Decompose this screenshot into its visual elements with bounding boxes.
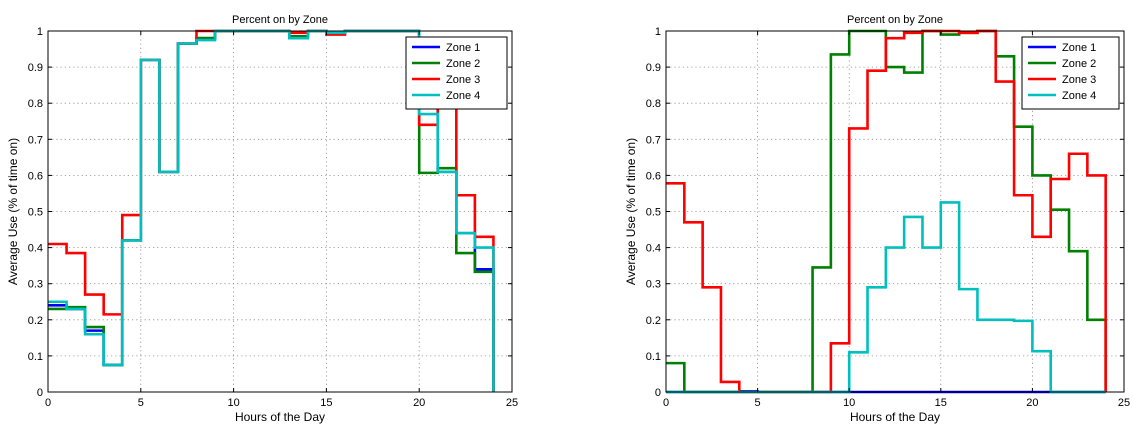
series-line-zone-4 bbox=[666, 201, 1106, 394]
x-tick-label: 0 bbox=[45, 397, 51, 409]
y-tick-label: 0.7 bbox=[646, 134, 661, 146]
legend-label-zone-4: Zone 4 bbox=[446, 90, 480, 102]
x-tick-label: 10 bbox=[227, 397, 239, 409]
x-tick-label: 5 bbox=[755, 397, 761, 409]
y-tick-label: 0.2 bbox=[28, 315, 43, 327]
x-tick-label: 15 bbox=[935, 397, 947, 409]
legend-label-zone-2: Zone 2 bbox=[446, 58, 480, 70]
y-tick-label: 0.9 bbox=[28, 62, 43, 74]
legend-label-zone-4: Zone 4 bbox=[1062, 90, 1096, 102]
x-tick-label: 20 bbox=[413, 397, 425, 409]
legend-label-zone-1: Zone 1 bbox=[1062, 42, 1096, 54]
y-tick-label: 0.7 bbox=[28, 134, 43, 146]
legend: Zone 1 Zone 2 Zone 3 Zone 4 bbox=[405, 36, 508, 110]
chart-title: Percent on by Zone bbox=[232, 14, 328, 26]
x-axis-label: Hours of the Day bbox=[850, 410, 940, 424]
y-tick-label: 0.1 bbox=[28, 351, 43, 363]
x-tick-label: 5 bbox=[138, 397, 144, 409]
y-tick-label: 0.9 bbox=[646, 62, 661, 74]
y-tick-label: 0.6 bbox=[28, 170, 43, 182]
y-tick-label: 0.8 bbox=[28, 98, 43, 110]
chart-title: Percent on by Zone bbox=[847, 14, 943, 26]
x-tick-label: 10 bbox=[843, 397, 855, 409]
legend-label-zone-3: Zone 3 bbox=[1062, 74, 1096, 86]
y-axis-label: Average Use (% of time on) bbox=[624, 138, 638, 285]
x-tick-label: 25 bbox=[1118, 397, 1130, 409]
series-line-zone-3 bbox=[666, 29, 1107, 394]
y-tick-label: 0.3 bbox=[646, 279, 661, 291]
y-tick-label: 0.2 bbox=[646, 315, 661, 327]
legend-label-zone-2: Zone 2 bbox=[1062, 58, 1096, 70]
x-tick-label: 20 bbox=[1026, 397, 1038, 409]
y-tick-label: 0.4 bbox=[28, 243, 43, 255]
y-tick-label: 1 bbox=[37, 26, 43, 38]
legend-box bbox=[405, 36, 508, 110]
legend-label-zone-3: Zone 3 bbox=[446, 74, 480, 86]
y-tick-label: 0.5 bbox=[646, 207, 661, 219]
y-tick-label: 0 bbox=[655, 387, 661, 399]
y-tick-label: 0 bbox=[37, 387, 43, 399]
y-axis-label: Average Use (% of time on) bbox=[6, 138, 20, 285]
y-tick-label: 0.6 bbox=[646, 170, 661, 182]
x-axis-label: Hours of the Day bbox=[235, 410, 325, 424]
legend-label-zone-1: Zone 1 bbox=[446, 42, 480, 54]
legend-box bbox=[1021, 36, 1120, 110]
y-tick-label: 1 bbox=[655, 26, 661, 38]
y-tick-label: 0.1 bbox=[646, 351, 661, 363]
y-tick-label: 0.5 bbox=[28, 207, 43, 219]
x-tick-label: 25 bbox=[506, 397, 518, 409]
chart-left: 0 5 10 15 20 25 0 0.1 0.2 0.3 0.4 0.5 0.6 0.7 0.8 0.9 1 P… bbox=[6, 14, 518, 424]
x-tick-label: 0 bbox=[663, 397, 669, 409]
x-tick-label: 15 bbox=[320, 397, 332, 409]
legend: Zone 1 Zone 2 Zone 3 Zone 4 bbox=[1021, 36, 1120, 110]
chart-right: 0 5 10 15 20 25 0 0.1 0.2 0.3 0.4 0.5 0.6 0.7 0.8 0.9 1 P… bbox=[624, 14, 1130, 424]
y-tick-label: 0.4 bbox=[646, 243, 661, 255]
y-tick-label: 0.3 bbox=[28, 279, 43, 291]
y-tick-label: 0.8 bbox=[646, 98, 661, 110]
